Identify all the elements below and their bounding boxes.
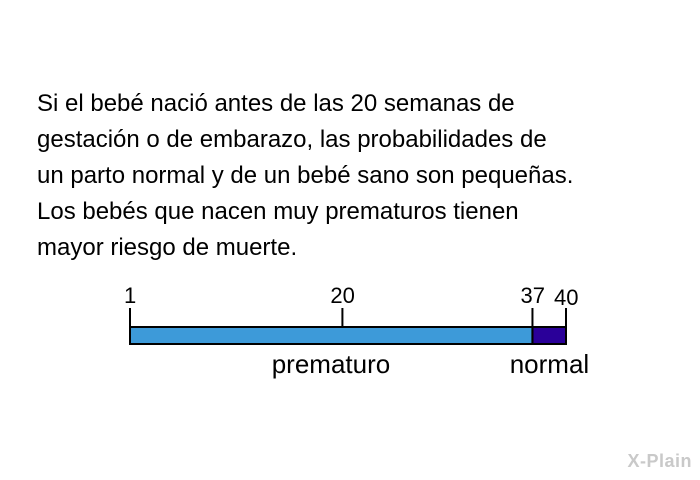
- tick-label-20: 20: [330, 283, 355, 308]
- segment-label-premature: prematuro: [271, 349, 391, 379]
- description-paragraph: Si el bebé nació antes de las 20 semanas…: [37, 86, 677, 266]
- tick-label-37: 37: [520, 283, 545, 308]
- paragraph-line: mayor riesgo de muerte.: [37, 234, 298, 261]
- segment-premature-bar: [129, 326, 534, 345]
- paragraph-line: un parto normal y de un bebé sano son pe…: [37, 162, 574, 189]
- tick-label-1: 1: [124, 283, 137, 308]
- paragraph-line: gestación o de embarazo, las probabilida…: [37, 126, 547, 153]
- xplain-logo: X-Plain: [627, 451, 692, 471]
- paragraph-line: Los bebés que nacen muy prematuros tiene…: [37, 198, 519, 225]
- paragraph-line: Si el bebé nació antes de las 20 semanas…: [37, 90, 515, 117]
- tick-label-40: 40: [554, 285, 579, 310]
- segment-label-normal: normal: [509, 349, 590, 379]
- segment-normal-bar: [531, 326, 568, 345]
